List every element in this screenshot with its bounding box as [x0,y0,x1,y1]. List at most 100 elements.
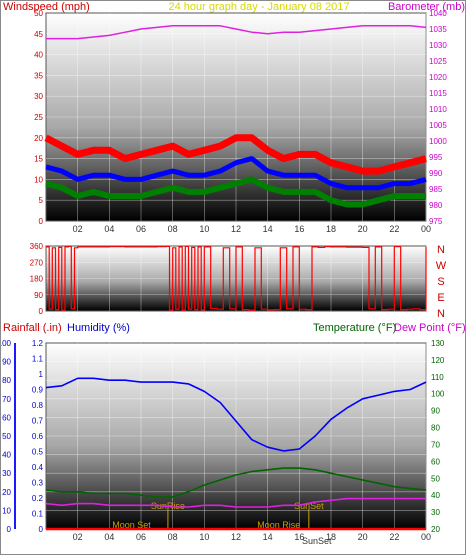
direction-tick-label: 90 [34,291,43,300]
windspeed-tick-label: 30 [34,92,43,101]
windspeed-line [45,176,426,208]
humidity-tick-label: 30 [2,469,11,478]
x-tick-label: 10 [199,532,209,542]
moonset-label: Moon Set [112,520,151,530]
humidity-axis-title: Humidity (%) [67,322,130,334]
temperature-line [45,467,427,498]
direction-series [46,245,427,311]
rainfall-tick-label: 1.1 [32,355,44,364]
barometer-tick-label: 980 [429,201,443,210]
temperature-tick-label: 110 [431,373,444,382]
rainfall-tick-label: 0.8 [32,401,44,410]
x-tick-label: 16 [294,224,304,234]
humidity-tick-label: 40 [2,451,11,460]
rainfall-tick-label: 0 [39,525,44,534]
x-tick-label: 20 [358,224,368,234]
x-tick-label: 00 [421,532,431,542]
barometer-tick-label: 1025 [429,57,447,66]
x-tick-label: 00 [421,224,431,234]
x-tick-label: 14 [263,224,273,234]
wind-x-axis-labels: 02 04 06 08 10 12 14 16 18 20 22 00 [73,224,431,234]
humidity-tick-label: 100 [1,339,12,348]
windspeed-tick-label: 0 [39,217,44,226]
barometer-tick-label: 1010 [429,105,447,114]
x-tick-label: 04 [104,224,114,234]
wind-series [44,25,427,208]
x-tick-label: 08 [168,532,178,542]
humidity-tick-label: 20 [2,488,11,497]
rainfall-axis-title: Rainfall (.in) [3,322,62,334]
barometer-tick-label: 1020 [429,73,447,82]
rainfall-tick-label: 0.2 [32,494,44,503]
direction-tick-label: 270 [30,258,44,267]
rainfall-tick-label: 1.2 [32,339,44,348]
compass-s-label: S [437,276,444,288]
temperature-axis-title: Temperature (°F) [313,322,396,334]
temperature-series [45,377,427,531]
x-tick-label: 18 [326,224,336,234]
rainfall-tick-label: 0.1 [32,510,44,519]
rainfall-tick-label: 0.5 [32,448,44,457]
humidity-tick-label: 80 [2,376,11,385]
humidity-line [45,377,427,452]
temperature-tick-label: 30 [431,508,440,517]
wind-y-axis-labels: 0 5 10 15 20 25 30 35 40 45 50 [34,9,43,226]
humidity-y-axis-labels: 0 10 20 30 40 50 60 70 80 90 100 [1,339,12,534]
humidity-tick-label: 60 [2,413,11,422]
barometer-tick-label: 1040 [429,9,447,18]
direction-tick-label: 180 [30,275,44,284]
compass-n-label: N [437,244,445,256]
x-tick-label: 02 [73,224,83,234]
humidity-tick-label: 10 [2,506,11,515]
avgwind-line [45,156,427,191]
barometer-tick-label: 1005 [429,121,447,130]
wind-grid [46,13,427,221]
temperature-tick-label: 120 [431,356,445,365]
sunset-label: SunSet [294,501,324,511]
temperature-tick-label: 60 [431,457,440,466]
x-tick-label: 08 [168,224,178,234]
temperature-tick-label: 40 [431,491,440,500]
x-tick-label: 02 [73,532,83,542]
x-tick-label: 16 [294,532,304,542]
dewpoint-axis-title: Dew Point (°F) [394,322,466,334]
x-tick-label: 12 [231,224,241,234]
chart-title: 24 hour graph day - January 08 2017 [168,1,349,13]
compass-e-label: E [437,292,444,304]
temperature-tick-label: 80 [431,424,440,433]
windspeed-tick-label: 15 [34,155,43,164]
direction-tick-label: 360 [30,242,44,251]
temperature-x-axis-labels: 02 04 06 08 10 12 14 16 18 20 22 00 [73,532,431,542]
direction-tick-label: 0 [39,307,44,316]
windspeed-tick-label: 35 [34,71,43,80]
barometer-line [46,25,427,40]
barometer-y-axis-labels: 975 980 985 990 995 1000 1005 1010 1015 1020 1025 1… [429,9,447,226]
barometer-tick-label: 975 [429,217,443,226]
barometer-tick-label: 1015 [429,89,447,98]
windgust-line [44,134,427,175]
humidity-tick-label: 50 [2,432,11,441]
x-tick-label: 18 [326,532,336,542]
barometer-tick-label: 990 [429,169,443,178]
rainfall-tick-label: 0.7 [32,417,44,426]
windspeed-tick-label: 25 [34,113,43,122]
barometer-tick-label: 1035 [429,25,447,34]
x-tick-label: 14 [263,532,273,542]
temperature-tick-label: 130 [431,339,445,348]
temperature-tick-label: 20 [431,525,440,534]
humidity-tick-label: 90 [2,358,11,367]
humidity-tick-label: 0 [7,525,12,534]
x-tick-label: 20 [358,532,368,542]
rainfall-tick-label: 0.6 [32,432,44,441]
compass-n-label: N [437,308,445,320]
x-tick-label: 22 [389,532,399,542]
rainfall-tick-label: 0.9 [32,386,44,395]
windspeed-tick-label: 5 [39,196,44,205]
moonrise-label: Moon Rise [257,520,300,530]
x-tick-label: 06 [136,224,146,234]
humidity-tick-label: 70 [2,395,11,404]
temperature-tick-label: 90 [431,407,440,416]
